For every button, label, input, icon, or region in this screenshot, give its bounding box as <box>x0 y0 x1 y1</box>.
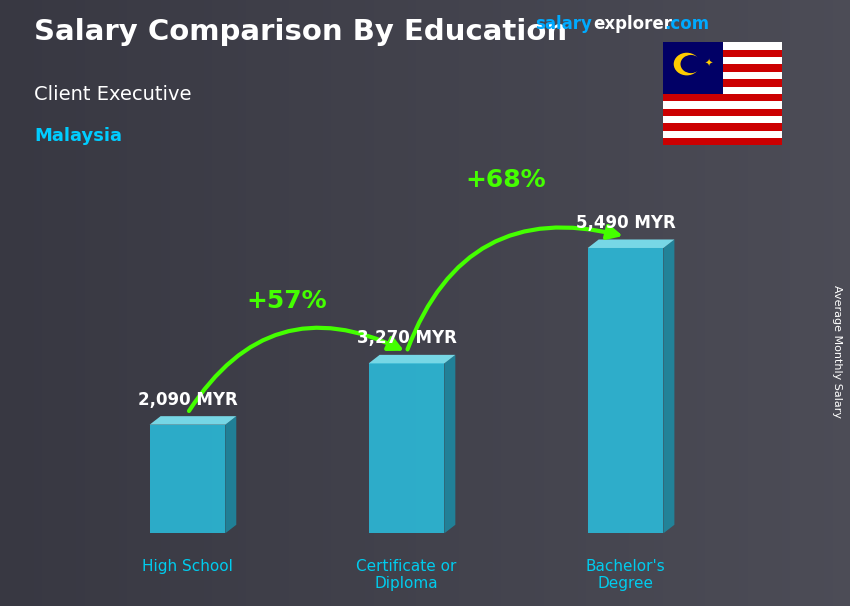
Polygon shape <box>587 248 664 533</box>
Bar <box>663 124 782 131</box>
Polygon shape <box>369 355 456 364</box>
Polygon shape <box>225 416 236 533</box>
FancyArrowPatch shape <box>189 328 400 411</box>
Text: explorer: explorer <box>593 15 672 33</box>
Bar <box>663 79 782 87</box>
Text: .com: .com <box>664 15 709 33</box>
Text: ✦: ✦ <box>704 59 712 69</box>
Text: Average Monthly Salary: Average Monthly Salary <box>832 285 842 418</box>
Polygon shape <box>369 364 445 533</box>
Bar <box>663 94 782 101</box>
Circle shape <box>674 53 700 75</box>
Text: 3,270 MYR: 3,270 MYR <box>357 330 456 347</box>
Bar <box>663 131 782 138</box>
Text: Client Executive: Client Executive <box>34 85 191 104</box>
Bar <box>663 64 782 72</box>
Text: salary: salary <box>536 15 592 33</box>
Polygon shape <box>664 239 674 533</box>
FancyArrowPatch shape <box>407 226 619 350</box>
Bar <box>663 57 782 64</box>
Polygon shape <box>587 239 674 248</box>
Polygon shape <box>150 416 236 425</box>
Bar <box>663 108 782 116</box>
Text: 5,490 MYR: 5,490 MYR <box>575 214 676 232</box>
Bar <box>663 101 782 108</box>
Text: Salary Comparison By Education: Salary Comparison By Education <box>34 18 567 46</box>
Text: +57%: +57% <box>246 289 327 313</box>
Text: Malaysia: Malaysia <box>34 127 122 145</box>
Bar <box>663 50 782 57</box>
Bar <box>663 116 782 124</box>
Text: Certificate or
Diploma: Certificate or Diploma <box>356 559 456 591</box>
Bar <box>663 0 722 94</box>
Text: High School: High School <box>142 559 233 574</box>
Bar <box>663 87 782 94</box>
Text: Bachelor's
Degree: Bachelor's Degree <box>586 559 666 591</box>
Text: +68%: +68% <box>466 168 547 192</box>
Bar <box>663 138 782 145</box>
Text: 2,090 MYR: 2,090 MYR <box>138 391 237 409</box>
Polygon shape <box>150 425 225 533</box>
Polygon shape <box>445 355 456 533</box>
Circle shape <box>681 55 701 73</box>
Bar <box>663 42 782 50</box>
Bar <box>663 72 782 79</box>
